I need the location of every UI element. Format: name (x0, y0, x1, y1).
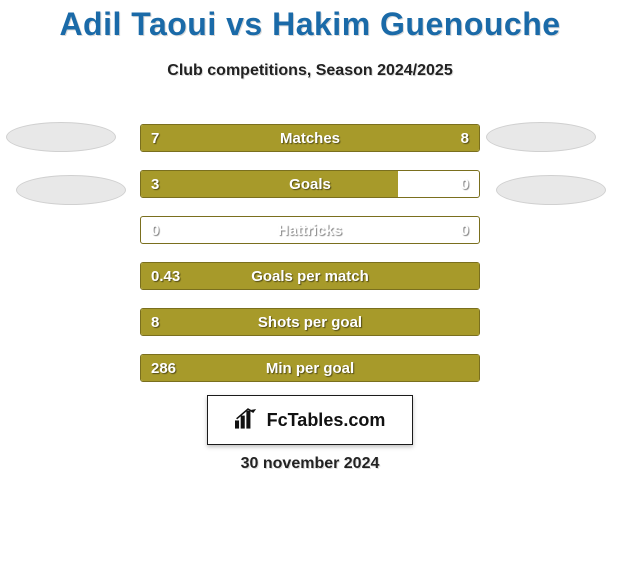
stat-row: 8Shots per goal (140, 308, 480, 336)
stat-metric-label: Min per goal (141, 355, 479, 381)
stat-metric-label: Goals per match (141, 263, 479, 289)
stat-row: 00Hattricks (140, 216, 480, 244)
player-photo-placeholder (6, 122, 116, 152)
stat-metric-label: Shots per goal (141, 309, 479, 335)
stat-row: 0.43Goals per match (140, 262, 480, 290)
stat-metric-label: Goals (141, 171, 479, 197)
player-photo-placeholder (16, 175, 126, 205)
stat-metric-label: Matches (141, 125, 479, 151)
stat-row: 286Min per goal (140, 354, 480, 382)
stat-metric-label: Hattricks (141, 217, 479, 243)
page-title: Adil Taoui vs Hakim Guenouche (0, 6, 620, 43)
branding-badge: FcTables.com (207, 395, 413, 445)
chart-icon (235, 407, 261, 434)
page-subtitle: Club competitions, Season 2024/2025 (0, 62, 620, 80)
player-photo-placeholder (486, 122, 596, 152)
stat-row: 78Matches (140, 124, 480, 152)
footer-date: 30 november 2024 (0, 455, 620, 473)
comparison-infographic: Adil Taoui vs Hakim Guenouche Club compe… (0, 0, 620, 580)
branding-text: FcTables.com (267, 410, 386, 431)
player-photo-placeholder (496, 175, 606, 205)
stat-row: 30Goals (140, 170, 480, 198)
